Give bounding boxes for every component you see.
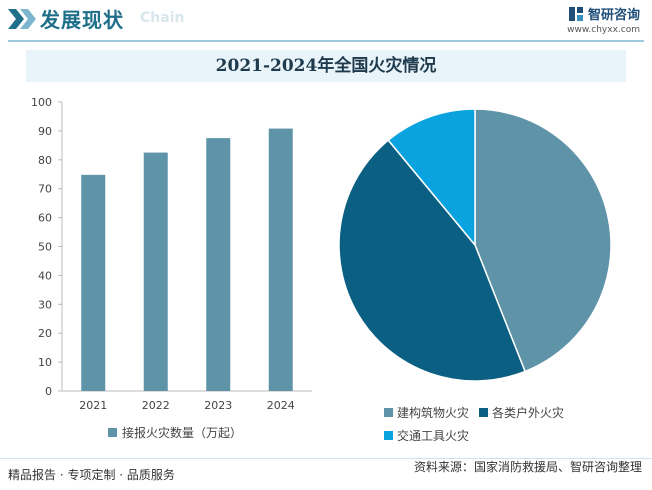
y-tick-label: 90 [38, 125, 52, 138]
y-tick-label: 60 [38, 212, 52, 225]
x-tick-label: 2022 [142, 399, 170, 412]
pie-legend-swatch-transport [384, 431, 393, 440]
logo-name: 智研咨询 [587, 8, 640, 23]
header-watermark: Chain [140, 10, 185, 26]
pie-legend-swatch-outdoor [479, 408, 489, 417]
pie-legend-item-outdoor: 各类户外火灾 [479, 404, 564, 421]
pie-slice-outdoor [338, 139, 527, 382]
pie-slice-transport [387, 108, 476, 248]
footer-divider [0, 458, 652, 459]
y-tick-label: 70 [38, 183, 52, 196]
bar-legend-swatch [108, 428, 117, 437]
bar-2021 [81, 174, 106, 391]
bar-legend: 接报火灾数量（万起） [108, 424, 242, 441]
brand-logo: 智研咨询 www.chyxx.com [567, 4, 640, 35]
pie-legend-label-outdoor: 各类户外火灾 [492, 406, 565, 420]
bar-legend-label: 接报火灾数量（万起） [122, 426, 243, 440]
pie-legend-item-transport: 交通工具火灾 [384, 427, 469, 444]
pie-slice-building [474, 108, 612, 373]
footer-source: 资料来源：国家消防救援局、智研咨询整理 [413, 460, 642, 474]
chart-title: 2021-2024年全国火灾情况 [26, 50, 626, 82]
pie-chart [338, 108, 612, 382]
pie-legend-swatch-building [384, 408, 393, 417]
y-tick-label: 50 [38, 241, 52, 254]
y-tick-label: 30 [38, 298, 52, 311]
pie-legend-label-building: 建构筑物火灾 [397, 406, 470, 420]
pie-legend-item-building: 建构筑物火灾 [384, 404, 469, 421]
pie-legend: 建构筑物火灾 各类户外火灾 交通工具火灾 [384, 404, 564, 450]
x-tick-label: 2024 [267, 399, 295, 412]
bar-2023 [206, 138, 231, 391]
header-divider [8, 40, 644, 42]
bar-chart: 0 10 20 30 40 50 60 70 80 90 100 2021 2022 2023 2024 [31, 96, 312, 412]
x-tick-label: 2021 [79, 399, 107, 412]
y-tick-label: 40 [38, 269, 52, 282]
x-tick-label: 2023 [204, 399, 232, 412]
bar-2022 [143, 152, 168, 391]
bar-2024 [268, 128, 293, 391]
double-chevron-icon [8, 9, 36, 29]
logo-url: www.chyxx.com [567, 25, 640, 35]
y-tick-label: 100 [31, 96, 52, 109]
logo-icon [568, 6, 583, 21]
page-title: 发展现状 [40, 8, 124, 32]
y-tick-label: 10 [38, 356, 52, 369]
footer-slogan: 精品报告 · 专项定制 · 品质服务 [8, 468, 175, 482]
header: 发展现状 Chain 智研咨询 www.chyxx.com [0, 0, 652, 42]
y-tick-label: 0 [45, 385, 52, 398]
y-tick-label: 80 [38, 154, 52, 167]
y-tick-label: 20 [38, 327, 52, 340]
pie-legend-label-transport: 交通工具火灾 [397, 429, 470, 443]
